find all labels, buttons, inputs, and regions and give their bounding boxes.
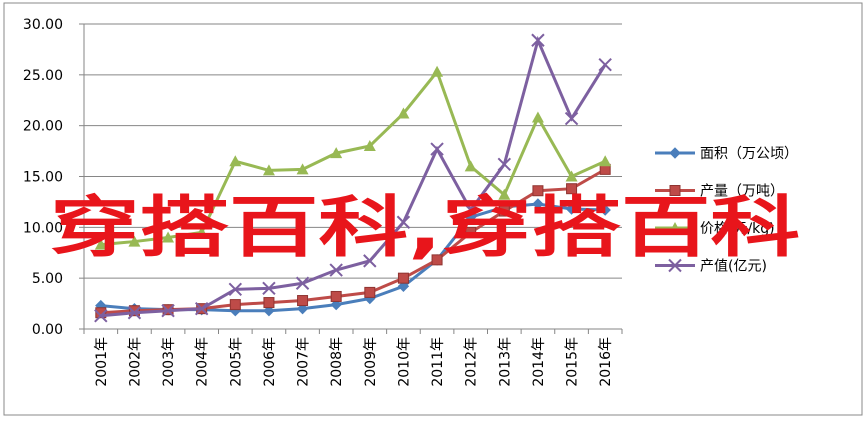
y-tick-label: 5.00 [32, 271, 63, 287]
marker [397, 107, 410, 119]
marker [668, 258, 682, 273]
marker [396, 215, 411, 229]
marker [565, 170, 578, 182]
marker [598, 57, 612, 72]
x-tick-label: 2015年 [565, 337, 581, 387]
marker [498, 205, 510, 217]
watermark: 穿搭百科,穿搭百科 [50, 189, 800, 266]
marker [194, 301, 209, 316]
marker [363, 254, 377, 268]
marker [297, 295, 309, 307]
x-tick-label: 2003年 [161, 337, 177, 387]
marker [162, 231, 175, 243]
marker [430, 142, 444, 156]
marker [463, 203, 478, 217]
marker [599, 204, 611, 216]
marker [195, 226, 208, 238]
x-tick-label: 2014年 [531, 337, 547, 387]
marker [464, 211, 477, 223]
marker [465, 226, 477, 238]
marker [564, 111, 579, 126]
marker [397, 280, 410, 293]
x-tick-label: 2010年 [396, 337, 412, 387]
y-tick-label: 25.00 [23, 68, 63, 84]
marker [330, 298, 342, 311]
y-tick-label: 20.00 [23, 119, 63, 135]
marker [531, 111, 544, 123]
marker [296, 163, 309, 175]
marker [95, 307, 107, 319]
marker [229, 155, 242, 167]
marker [431, 254, 443, 266]
marker [532, 198, 544, 210]
legend-label: 产值(亿元) [700, 259, 767, 275]
marker [532, 185, 544, 197]
x-tick-label: 2009年 [363, 337, 379, 387]
x-tick-label: 2001年 [94, 337, 110, 387]
y-tick-label: 10.00 [23, 220, 63, 236]
marker [669, 222, 681, 233]
marker [229, 299, 241, 311]
marker [228, 282, 243, 297]
marker [94, 238, 107, 250]
marker [397, 272, 409, 284]
y-tick-label: 30.00 [23, 17, 63, 33]
legend-label: 产量（万吨） [700, 184, 784, 200]
legend-label: 价格(元/kg) [700, 221, 775, 237]
marker [128, 235, 141, 247]
marker [161, 303, 175, 318]
marker [364, 286, 376, 298]
marker [128, 305, 140, 317]
x-tick-label: 2007年 [296, 337, 312, 387]
marker [363, 140, 376, 151]
marker [566, 183, 578, 195]
x-tick-label: 2004年 [195, 337, 211, 387]
marker [498, 188, 511, 200]
marker [531, 33, 545, 47]
marker [669, 147, 681, 159]
marker [296, 302, 309, 315]
marker [262, 281, 276, 296]
series-line [100, 68, 606, 247]
marker [94, 309, 108, 323]
series-line [100, 35, 607, 318]
y-tick-label: 15.00 [23, 170, 63, 186]
marker [599, 155, 612, 167]
marker [497, 157, 512, 172]
x-tick-label: 2005年 [228, 337, 244, 387]
marker [263, 297, 275, 309]
x-tick-label: 2008年 [329, 337, 345, 387]
x-tick-label: 2011年 [430, 337, 446, 387]
marker [329, 263, 343, 277]
legend-label: 面积（万公顷） [700, 146, 798, 162]
marker [669, 185, 681, 196]
x-tick-label: 2002年 [127, 337, 143, 387]
x-tick-label: 2013年 [497, 337, 513, 387]
y-tick-label: 0.00 [32, 322, 63, 338]
marker [464, 160, 477, 172]
marker [565, 203, 578, 215]
marker [262, 164, 275, 176]
marker [431, 65, 444, 77]
marker [127, 306, 142, 320]
marker [295, 276, 310, 290]
x-tick-label: 2006年 [262, 337, 278, 387]
marker [330, 290, 342, 302]
chart-frame [3, 2, 863, 416]
marker [330, 147, 343, 159]
x-tick-label: 2012年 [464, 337, 480, 387]
marker [263, 304, 275, 317]
x-tick-label: 2016年 [598, 337, 614, 387]
